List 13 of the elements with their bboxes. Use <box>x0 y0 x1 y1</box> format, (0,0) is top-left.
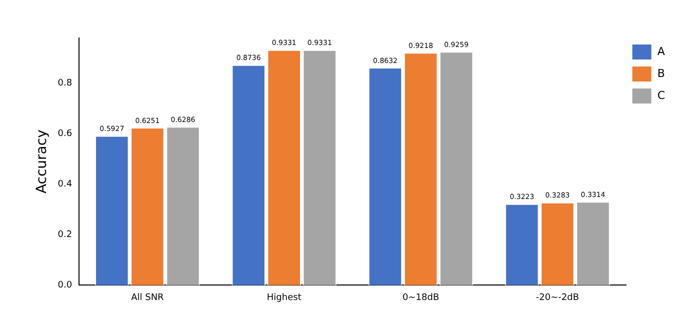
y-tick-label: 0.2 <box>58 230 72 240</box>
legend-label: A <box>657 44 666 58</box>
x-tick-label: -20~-2dB <box>536 292 580 303</box>
x-tick-label: Highest <box>266 292 302 303</box>
legend-label: C <box>657 88 666 102</box>
x-tick-label: All SNR <box>131 292 164 303</box>
legend-label: B <box>657 66 665 80</box>
x-tick-label: 0~18dB <box>402 292 440 303</box>
y-tick-label: 0.4 <box>58 180 72 190</box>
y-tick-label: 0.8 <box>58 78 72 89</box>
y-tick-label: 0.6 <box>58 129 72 140</box>
y-axis-title: Accuracy <box>34 130 50 194</box>
y-tick-label: 0.0 <box>58 280 72 291</box>
